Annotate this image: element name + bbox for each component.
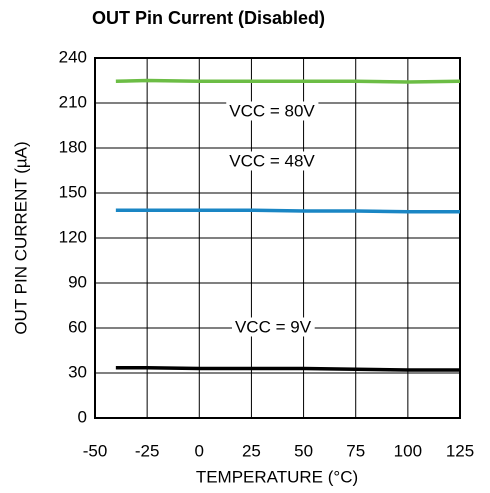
x-tick-label: 100 bbox=[394, 441, 422, 460]
series-label-bg bbox=[226, 101, 319, 121]
y-tick-label: 120 bbox=[59, 227, 87, 246]
series-line bbox=[115, 208, 460, 214]
series-label: VCC = 9V bbox=[235, 317, 312, 336]
x-tick-label: -50 bbox=[83, 441, 108, 460]
series-line bbox=[115, 78, 461, 84]
x-tick-label: 50 bbox=[294, 441, 313, 460]
x-tick-label: 125 bbox=[446, 441, 474, 460]
x-tick-label: 75 bbox=[346, 441, 365, 460]
y-tick-label: 90 bbox=[68, 272, 87, 291]
x-tick-label: 25 bbox=[242, 441, 261, 460]
y-axis-label: OUT PIN CURRENT (µA) bbox=[11, 141, 30, 334]
y-tick-label: 30 bbox=[68, 362, 87, 381]
x-axis-label: TEMPERATURE (°C) bbox=[196, 467, 358, 486]
series-label-bg bbox=[226, 151, 319, 171]
y-tick-label: 60 bbox=[68, 317, 87, 336]
plot-border bbox=[94, 57, 461, 419]
series-label: VCC = 80V bbox=[229, 101, 315, 120]
y-tick-label: 240 bbox=[59, 47, 87, 66]
y-tick-label: 0 bbox=[78, 407, 87, 426]
y-tick-label: 180 bbox=[59, 137, 87, 156]
y-tick-label: 210 bbox=[59, 92, 87, 111]
series-line bbox=[115, 366, 460, 372]
x-tick-label: -25 bbox=[135, 441, 160, 460]
chart-title: OUT Pin Current (Disabled) bbox=[92, 8, 325, 28]
y-tick-label: 150 bbox=[59, 182, 87, 201]
x-tick-label: 0 bbox=[195, 441, 204, 460]
series-label-bg bbox=[231, 317, 315, 337]
series-label: VCC = 48V bbox=[229, 151, 315, 170]
